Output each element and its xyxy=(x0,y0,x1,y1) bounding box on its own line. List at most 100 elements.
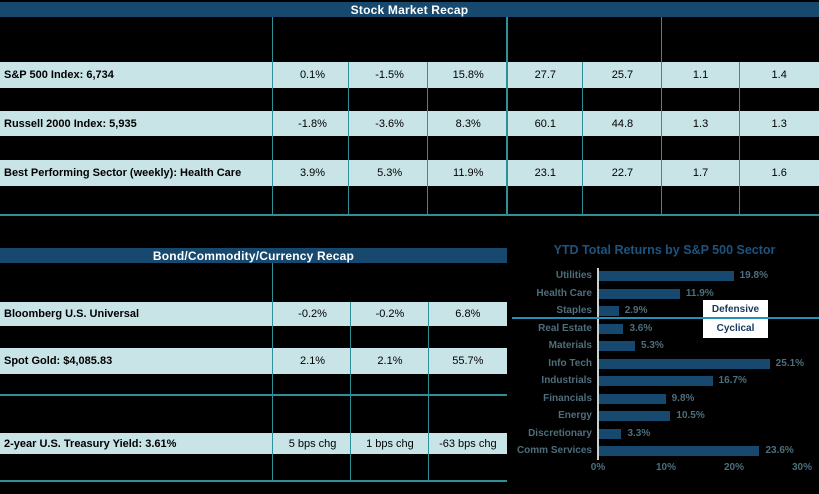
x-tick-label: 30% xyxy=(791,462,812,473)
bar-staples xyxy=(599,306,619,316)
bar-real-estate xyxy=(599,323,624,334)
value-label: 23.6% xyxy=(765,445,794,456)
cell-stat-2: 22.7 xyxy=(611,167,634,179)
chart-bar-row: Energy 10.5% xyxy=(510,408,819,425)
bar-health-care xyxy=(599,288,680,299)
value-label: 5.3% xyxy=(641,340,664,351)
cell-mtd: -0.2% xyxy=(375,308,405,320)
cell-mtd: 1 bps chg xyxy=(366,437,414,450)
table-divider xyxy=(739,62,740,214)
cell-weekly: 3.9% xyxy=(299,167,326,179)
bar-materials xyxy=(599,341,636,351)
cell-ytd: 11.9% xyxy=(453,167,484,179)
chart-bar-row: Health Care 11.9% xyxy=(510,286,819,303)
sector-returns-chart: YTD Total Returns by S&P 500 Sector Util… xyxy=(510,235,819,494)
cell-mtd: -3.6% xyxy=(375,117,404,130)
cell-stat-1: 27.7 xyxy=(534,69,557,81)
chart-bar-row: Discretionary 3.3% xyxy=(510,426,819,443)
cell-weekly: 0.1% xyxy=(299,69,326,81)
chart-bar-row: Materials 5.3% xyxy=(510,338,819,355)
stock-table-title: Stock Market Recap xyxy=(0,2,819,17)
bond-table-title: Bond/Commodity/Currency Recap xyxy=(0,248,507,263)
cell-mtd: 2.1% xyxy=(377,355,403,367)
row-label: Bloomberg U.S. Universal xyxy=(4,308,140,320)
cell-weekly: 5 bps chg xyxy=(288,437,337,450)
chart-title: YTD Total Returns by S&P 500 Sector xyxy=(553,243,776,257)
value-label: 3.6% xyxy=(629,322,653,334)
cell-stat-3: 1.7 xyxy=(692,167,709,179)
cell-stat-2: 44.8 xyxy=(611,117,634,130)
category-label: Health Care xyxy=(536,287,592,299)
cell-stat-4: 1.3 xyxy=(771,117,787,130)
bond-table-header-row xyxy=(0,263,507,302)
cell-mtd: 5.3% xyxy=(377,167,403,179)
table-divider xyxy=(582,62,583,214)
chart-bar-row: Financials 9.8% xyxy=(510,391,819,408)
table-border-bottom xyxy=(0,214,819,216)
table-section-divider xyxy=(0,394,507,396)
category-label: Info Tech xyxy=(548,357,592,369)
cell-stat-2: 25.7 xyxy=(611,69,634,81)
value-label: 3.3% xyxy=(627,427,651,439)
table-divider xyxy=(661,17,662,214)
value-label: 10.5% xyxy=(676,410,705,421)
cell-weekly: 2.1% xyxy=(300,355,326,367)
category-label: Staples xyxy=(556,305,592,316)
cell-ytd: 15.8% xyxy=(452,69,484,81)
value-label: 9.8% xyxy=(671,392,695,404)
category-label: Utilities xyxy=(555,270,592,281)
table-row: 2-year U.S. Treasury Yield: 3.61% 5 bps … xyxy=(0,433,507,454)
defensive-cyclical-legend: Defensive Cyclical xyxy=(703,300,768,338)
row-label: Spot Gold: $4,085.83 xyxy=(4,355,113,367)
row-label: Russell 2000 Index: 5,935 xyxy=(4,117,137,130)
table-row: Bloomberg U.S. Universal -0.2% -0.2% 6.8… xyxy=(0,302,507,326)
cell-stat-1: 23.1 xyxy=(534,167,557,179)
y-axis-line xyxy=(597,268,599,460)
table-row: S&P 500 Index: 6,734 0.1% -1.5% 15.8% 27… xyxy=(0,62,819,88)
value-label: 16.7% xyxy=(718,375,747,386)
cell-stat-4: 1.6 xyxy=(771,167,787,179)
value-label: 19.8% xyxy=(739,270,768,281)
bar-comm-services xyxy=(599,446,760,456)
table-row: Best Performing Sector (weekly): Health … xyxy=(0,160,819,186)
chart-bar-row: Info Tech 25.1% xyxy=(510,356,819,373)
table-divider xyxy=(428,302,429,481)
defensive-label: Defensive xyxy=(711,304,760,315)
cell-weekly: -1.8% xyxy=(298,117,327,130)
category-label: Financials xyxy=(543,392,592,404)
category-label: Real Estate xyxy=(538,322,592,334)
chart-bar-row: Utilities 19.8% xyxy=(510,268,819,285)
table-border-bottom xyxy=(0,480,507,482)
category-label: Discretionary xyxy=(528,427,592,439)
cyclical-label: Cyclical xyxy=(716,323,755,334)
cell-ytd: 55.7% xyxy=(452,355,484,367)
stock-table-header-row xyxy=(0,17,819,62)
chart-bar-row: Comm Services 23.6% xyxy=(510,443,819,460)
table-divider xyxy=(427,62,428,214)
bar-discretionary xyxy=(599,428,622,439)
category-label: Comm Services xyxy=(516,445,592,456)
x-tick-label: 0% xyxy=(590,462,606,473)
chart-bar-row: Staples 2.9% xyxy=(510,303,819,320)
value-label: 25.1% xyxy=(775,357,805,369)
bar-utilities xyxy=(599,271,734,281)
cell-ytd: 6.8% xyxy=(455,308,481,320)
table-divider xyxy=(272,263,273,481)
bar-financials xyxy=(599,393,666,404)
category-label: Materials xyxy=(548,340,592,351)
bar-energy xyxy=(599,411,671,421)
cell-stat-3: 1.1 xyxy=(692,69,709,81)
cell-mtd: -1.5% xyxy=(375,69,404,81)
row-label: Best Performing Sector (weekly): Health … xyxy=(4,167,242,179)
table-divider xyxy=(348,62,349,214)
x-tick-label: 10% xyxy=(655,462,676,473)
table-divider xyxy=(506,17,508,214)
cell-ytd: -63 bps chg xyxy=(439,437,497,450)
table-divider xyxy=(350,302,351,481)
cell-weekly: -0.2% xyxy=(298,308,327,320)
cell-stat-3: 1.3 xyxy=(692,117,709,130)
cell-ytd: 8.3% xyxy=(455,117,481,130)
chart-bar-row: Real Estate 3.6% xyxy=(510,321,819,338)
category-label: Industrials xyxy=(541,375,592,386)
